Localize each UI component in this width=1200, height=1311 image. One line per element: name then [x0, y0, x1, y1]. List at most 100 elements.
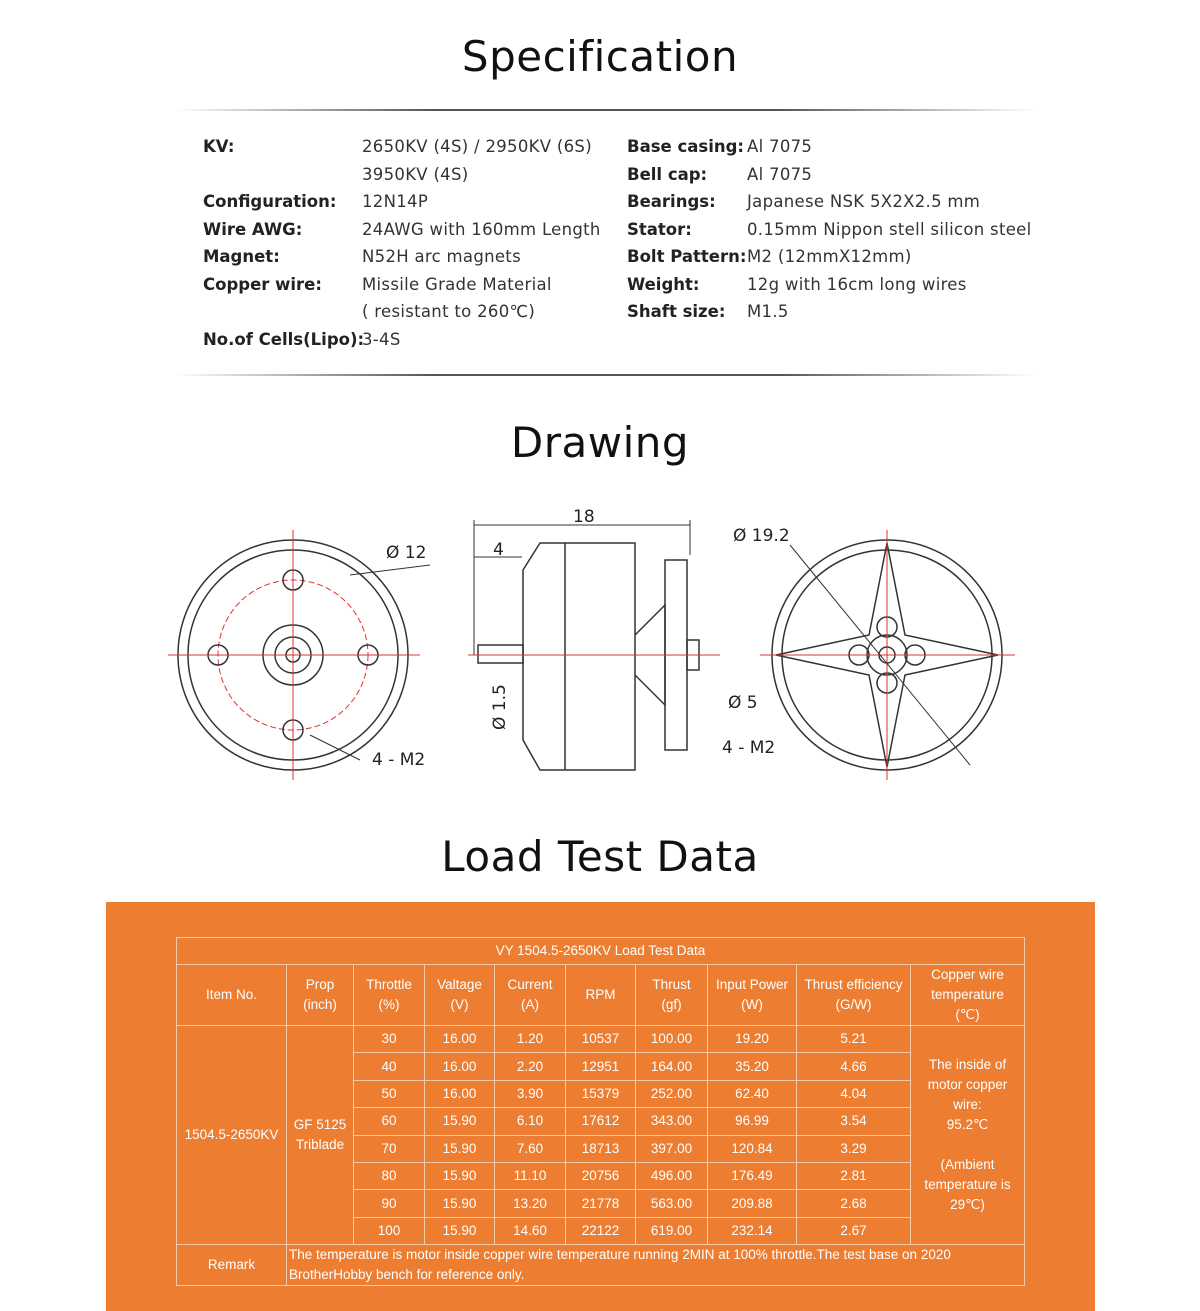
column-header: Input Power (W) [707, 964, 797, 1026]
cell: 17612 [565, 1107, 636, 1136]
cell: 80 [353, 1161, 425, 1191]
cell: 15.90 [424, 1216, 495, 1246]
cell: 20756 [565, 1161, 636, 1191]
spec-label: Configuration: [203, 192, 337, 211]
spec-value: M2 (12mmX12mm) [747, 247, 912, 266]
table-row: 40 16.00 2.20 12951 164.00 35.20 4.66 [177, 1052, 1025, 1081]
column-header: RPM [565, 964, 636, 1026]
table-row: 1504.5-2650KV GF 5125 Triblade 30 16.00 1.20… [176, 1024, 1025, 1246]
table-row: 80 15.90 11.10 20756 496.00 176.49 2.81 [177, 1161, 1025, 1191]
cell: 496.00 [635, 1161, 708, 1191]
spec-label: Bolt Pattern: [627, 247, 747, 266]
spec-value: 24AWG with 160mm Length [362, 219, 601, 239]
spec-label: Wire AWG: [203, 219, 303, 239]
dim-m2b: 4 - M2 [722, 738, 775, 758]
spec-label: No.of Cells(Lipo): [203, 329, 365, 349]
side-view: 18 4 Ø 1.5 [468, 507, 720, 771]
cell: 35.20 [707, 1052, 797, 1081]
cell: 3.90 [494, 1079, 566, 1109]
cell: 619.00 [635, 1216, 708, 1246]
cell: 12951 [565, 1052, 636, 1081]
table-row: 60 15.90 6.10 17612 343.00 96.99 3.54 [177, 1107, 1025, 1136]
spec-label: Copper wire: [203, 274, 322, 294]
cell: 563.00 [635, 1189, 708, 1218]
spec-value: ( resistant to 260℃) [362, 302, 536, 321]
cell: 4.04 [796, 1079, 911, 1109]
spec-value: Al 7075 [747, 164, 813, 184]
cell: 3.54 [796, 1107, 911, 1136]
load-test-table: VY 1504.5-2650KV Load Test Data Item No. P… [176, 937, 1025, 1287]
spec-value: 3950KV (4S) [362, 164, 469, 184]
cell: 14.60 [494, 1216, 566, 1246]
item-no: 1504.5-2650KV [176, 1024, 287, 1246]
cell: 100 [353, 1216, 425, 1246]
spec-value: Japanese NSK 5X2X2.5 mm [747, 192, 981, 211]
remark-label: Remark [176, 1244, 287, 1287]
table-row: 50 16.00 3.90 15379 252.00 62.40 4.04 [177, 1079, 1025, 1109]
spec-value: 2650KV (4S) / 2950KV (6S) [362, 137, 592, 156]
cell: 21778 [565, 1189, 636, 1218]
cell: 19.20 [707, 1024, 797, 1054]
cell: 5.21 [796, 1024, 911, 1054]
cell: 7.60 [494, 1134, 566, 1163]
column-header: Copper wire temperature (℃) [910, 964, 1025, 1026]
table-title: VY 1504.5-2650KV Load Test Data [176, 937, 1025, 965]
dim-m2: 4 - M2 [372, 750, 425, 770]
spec-label: Bearings: [627, 192, 716, 211]
spec-label: Magnet: [203, 247, 280, 266]
cell: 11.10 [494, 1161, 566, 1191]
bottom-view: Ø 12 4 - M2 [168, 530, 431, 780]
cell: 2.20 [494, 1052, 566, 1081]
dim-4: 4 [493, 540, 504, 560]
cell: 16.00 [424, 1079, 495, 1109]
dim-d12: Ø 12 [386, 543, 426, 563]
spec-label: Stator: [627, 219, 692, 239]
cell: 3.29 [796, 1134, 911, 1163]
spec-value: 12g with 16cm long wires [747, 274, 967, 294]
cell: 100.00 [635, 1024, 708, 1054]
cell: 15.90 [424, 1134, 495, 1163]
spec-label: Shaft size: [627, 302, 726, 321]
column-header: Thrust efficiency (G/W) [796, 964, 911, 1026]
spec-label: Base casing: [627, 137, 745, 156]
cell: 252.00 [635, 1079, 708, 1109]
cell: 164.00 [635, 1052, 708, 1081]
cell: 6.10 [494, 1107, 566, 1136]
spec-label: KV: [203, 137, 235, 156]
cell: 15379 [565, 1079, 636, 1109]
cell: 30 [353, 1024, 425, 1054]
column-header: Item No. [176, 964, 287, 1026]
spec-heading: Specification [461, 32, 739, 81]
cell: 40 [353, 1052, 425, 1081]
drawing-heading: Drawing [510, 418, 690, 467]
cell: 120.84 [707, 1134, 797, 1163]
top-view: Ø 19.2 Ø 5 4 - M2 [722, 526, 1015, 780]
spec-value: 0.15mm Nippon stell silicon steel [747, 219, 1032, 239]
spec-value: M1.5 [747, 302, 789, 321]
cell: 70 [353, 1134, 425, 1163]
remark-text: The temperature is motor inside copper w… [286, 1244, 1025, 1287]
dim-shaft: Ø 1.5 [490, 684, 510, 730]
cell: 15.90 [424, 1189, 495, 1218]
spec-value: 12N14P [362, 192, 429, 211]
column-header: Current (A) [494, 964, 566, 1026]
cell: 60 [353, 1107, 425, 1136]
cell: 16.00 [424, 1024, 495, 1054]
dim-d192: Ø 19.2 [733, 526, 790, 546]
cell: 18713 [565, 1134, 636, 1163]
spec-label: Bell cap: [627, 164, 708, 184]
cell: 15.90 [424, 1161, 495, 1191]
cell: 22122 [565, 1216, 636, 1246]
column-header: Prop (inch) [286, 964, 354, 1026]
column-header: Throttle (%) [353, 964, 425, 1026]
cell: 209.88 [707, 1189, 797, 1218]
divider [175, 374, 1035, 376]
motor-drawing: Ø 12 4 - M2 18 4 Ø 1.5 Ø 19.2 Ø 5 4 - M2 [168, 507, 1015, 780]
cell: 343.00 [635, 1107, 708, 1136]
cell: 96.99 [707, 1107, 797, 1136]
prop: GF 5125 Triblade [286, 1024, 354, 1246]
cell: 176.49 [707, 1161, 797, 1191]
cell: 2.68 [796, 1189, 911, 1218]
cell: 1.20 [494, 1024, 566, 1054]
cell: 4.66 [796, 1052, 911, 1081]
